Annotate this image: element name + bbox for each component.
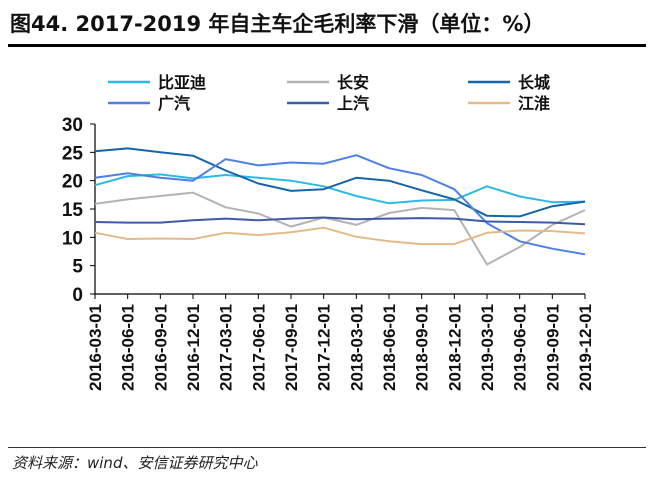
axes: 0 5 10 15 20 25 30 2016-03-01 2016-06-01 2016-09-… (62, 115, 595, 391)
x-tick-label: 2019-12-01 (576, 304, 595, 391)
x-tick-label: 2019-03-01 (478, 304, 497, 391)
legend-label: 江淮 (518, 94, 550, 113)
y-tick-label: 5 (72, 257, 83, 278)
legend-label: 长安 (337, 73, 369, 92)
x-tick-label: 2018-12-01 (445, 304, 464, 391)
x-tick-label: 2017-06-01 (249, 304, 268, 391)
legend-label: 上汽 (337, 94, 369, 113)
x-tick-label: 2016-03-01 (86, 304, 105, 391)
x-tick-label: 2019-09-01 (543, 304, 562, 391)
x-tick-label: 2017-03-01 (217, 304, 236, 391)
y-tick-label: 0 (72, 285, 83, 306)
title-divider (8, 44, 646, 47)
legend-label: 广汽 (158, 94, 190, 113)
x-tick-label: 2017-09-01 (282, 304, 301, 391)
series-line-长城 (94, 147, 586, 218)
series-line-上汽 (94, 216, 586, 226)
x-tick-label: 2016-09-01 (151, 304, 170, 391)
x-tick-label: 2016-12-01 (184, 304, 203, 391)
chart-title: 图44. 2017-2019 年自主车企毛利率下滑（单位：%） (10, 12, 545, 36)
source-divider (8, 447, 646, 448)
legend-label: 长城 (518, 73, 550, 92)
series-line-长安 (94, 191, 586, 266)
y-tick-label: 25 (62, 143, 84, 164)
y-tick-label: 20 (62, 172, 83, 193)
series-line-江淮 (94, 226, 586, 246)
x-tick-label: 2018-06-01 (380, 304, 399, 391)
x-tick-label: 2017-12-01 (315, 304, 334, 391)
y-tick-label: 10 (62, 228, 83, 249)
legend-label: 比亚迪 (158, 73, 206, 92)
x-tick-label: 2018-03-01 (347, 304, 366, 391)
y-tick-label: 15 (62, 200, 84, 221)
source-note: 资料来源：wind、安信证券研究中心 (12, 454, 258, 472)
x-tick-label: 2016-06-01 (119, 304, 138, 391)
series-group (94, 147, 586, 266)
y-tick-label: 30 (62, 115, 83, 136)
x-tick-label: 2019-06-01 (511, 304, 530, 391)
series-line-比亚迪 (94, 173, 586, 205)
x-tick-label: 2018-09-01 (413, 304, 432, 391)
